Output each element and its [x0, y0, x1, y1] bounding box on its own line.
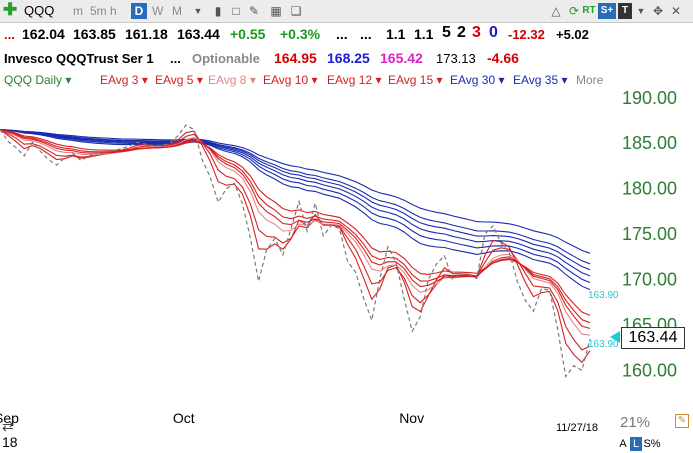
x-tick-label: Sep [0, 410, 19, 426]
legend-item-eavg-35[interactable]: EAvg 35 ▾ [513, 73, 568, 87]
interval-daily[interactable]: D [131, 3, 147, 19]
legend-item-eavg-15[interactable]: EAvg 15 ▾ [388, 73, 443, 87]
ema-blue-40-line [0, 129, 591, 277]
interval-monthly[interactable]: M [172, 4, 182, 18]
settings-icon[interactable]: ▦ [270, 4, 282, 18]
toolbar-dropdown-icon[interactable]: ▼ [636, 6, 646, 16]
open-price: 162.04 [22, 26, 65, 42]
plus-icon[interactable]: ✚ [3, 0, 18, 19]
bars-icon[interactable]: ▮ [214, 4, 222, 18]
right-price-tag-upper: 163.90 [588, 290, 619, 301]
high-price: 163.85 [73, 26, 116, 42]
optionable-label: Optionable [192, 51, 260, 66]
legend-row: QQQ Daily ▾ EAvg 3 ▾ EAvg 5 ▾ EAvg 8 ▾ E… [0, 71, 693, 89]
count-3: 3 [472, 24, 481, 41]
legend-item-eavg-8[interactable]: EAvg 8 ▾ [208, 73, 256, 87]
toolbar: ✚ QQQ m 5m h D W M ▼ ▮ □ ✎ ▦ ❏ △ ⟳ RT S+… [0, 0, 693, 23]
y-tick-label: 160.00 [622, 360, 677, 380]
last-price-label: 163.44 [621, 327, 685, 349]
legend-more-button[interactable]: More [576, 73, 604, 87]
info-value-blue: 168.25 [327, 50, 370, 66]
symbol-input[interactable]: QQQ [24, 3, 55, 18]
quote-row: ... 162.04 163.85 161.18 163.44 +0.55 +0… [0, 23, 693, 45]
legend-item-eavg-3[interactable]: EAvg 3 ▾ [100, 73, 148, 87]
chart-type-icon[interactable]: □ [232, 4, 240, 18]
ema-blue-45-line [0, 129, 591, 271]
scale-auto-button[interactable]: A [619, 438, 627, 450]
y-tick-label: 190.00 [622, 88, 677, 108]
quote-value-2: 1.1 [414, 26, 434, 42]
count-0: 0 [489, 24, 498, 41]
legend-item-eavg-5[interactable]: EAvg 5 ▾ [155, 73, 203, 87]
y-tick-label: 185.00 [622, 133, 677, 153]
quote-value-1: 1.1 [386, 26, 406, 42]
x-axis-ticks: Sep Oct Nov [0, 410, 424, 426]
count-2: 2 [457, 24, 466, 41]
quote-dots-2: ... [360, 26, 372, 42]
tv-toggle[interactable]: T [618, 3, 632, 19]
last-price: 163.44 [177, 26, 220, 42]
rt-toggle[interactable]: RT [582, 5, 596, 16]
ema-red-15-line [0, 129, 591, 316]
ema-blue-35-line [0, 129, 591, 284]
legend-item-eavg-10[interactable]: EAvg 10 ▾ [263, 73, 318, 87]
move-icon[interactable]: ✥ [652, 4, 664, 18]
neg-change: -12.32 [508, 27, 545, 42]
scale-percent-button[interactable]: S% [643, 438, 661, 450]
up-arrow-icon[interactable]: △ [551, 4, 561, 18]
y-tick-label: 170.00 [622, 270, 677, 290]
close-price-line [0, 124, 591, 379]
quote-marker: ... [4, 27, 15, 42]
current-date: 11/27/18 [556, 422, 599, 434]
refresh-icon[interactable]: ⟳ [568, 4, 580, 18]
sp-toggle[interactable]: S+ [598, 3, 616, 19]
info-value-neg: -4.66 [487, 50, 519, 66]
x-tick-label: Oct [173, 410, 195, 426]
info-row: Invesco QQQTrust Ser 1 ... Optionable 16… [0, 47, 693, 69]
ema-blue-60-line [0, 129, 591, 254]
right-price-tag-lower: 163.90 [588, 339, 619, 350]
ema-red-12-line [0, 129, 591, 324]
legend-item-qqq-daily[interactable]: QQQ Daily ▾ [4, 73, 72, 87]
draw-icon[interactable]: ✎ [248, 4, 260, 18]
info-value-black: 173.13 [436, 51, 476, 66]
scale-log-button[interactable]: L [630, 437, 642, 451]
interval-dropdown-icon[interactable]: ▼ [193, 6, 203, 16]
price-change: +0.55 [230, 26, 266, 42]
zoom-level[interactable]: 21% [620, 414, 651, 431]
ema-red-5-line [0, 129, 591, 351]
sync-icon[interactable]: ⇄ [2, 418, 14, 434]
quote-dots-1: ... [336, 26, 348, 42]
count-5: 5 [442, 24, 451, 41]
y-tick-label: 175.00 [622, 224, 677, 244]
close-icon[interactable]: ✕ [670, 4, 682, 18]
legend-item-eavg-30[interactable]: EAvg 30 ▾ [450, 73, 505, 87]
price-change-pct: +0.3% [280, 26, 321, 42]
low-price: 161.18 [125, 26, 168, 42]
ema-blue-50-line [0, 129, 591, 265]
interval-weekly[interactable]: W [152, 4, 164, 18]
interval-hour[interactable]: h [110, 4, 117, 18]
year-label: 18 [2, 434, 18, 450]
info-value-red: 164.95 [274, 50, 317, 66]
x-tick-label: Nov [399, 410, 424, 426]
security-name: Invesco QQQTrust Ser 1 [4, 51, 154, 66]
pos-change: +5.02 [556, 27, 589, 42]
pencil-icon[interactable]: ✎ [675, 414, 689, 428]
note-icon[interactable]: ❏ [290, 4, 302, 18]
y-tick-label: 180.00 [622, 179, 677, 199]
red-ema-lines [0, 129, 591, 364]
interval-5m[interactable]: 5m [90, 4, 107, 18]
price-arrow-icon [610, 331, 620, 343]
info-dots: ... [170, 51, 181, 66]
close-line-layer [0, 124, 591, 379]
interval-minute[interactable]: m [73, 4, 83, 18]
legend-item-eavg-12[interactable]: EAvg 12 ▾ [327, 73, 382, 87]
info-value-magenta: 165.42 [380, 50, 423, 66]
ema-red-8-line [0, 129, 591, 336]
